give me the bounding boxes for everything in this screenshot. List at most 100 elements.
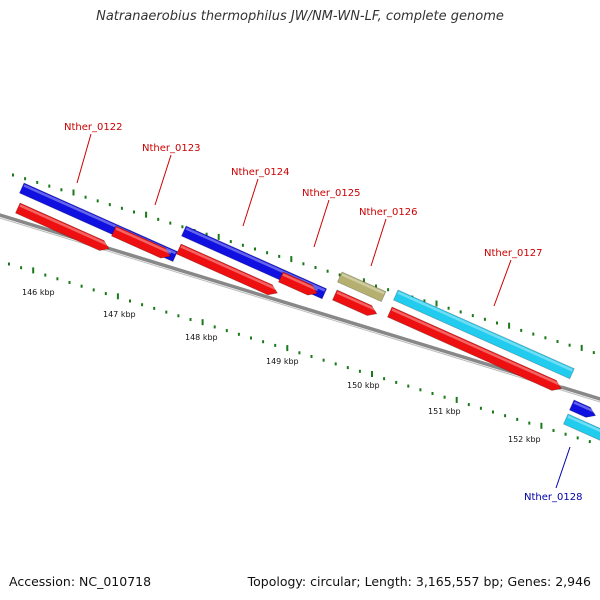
gene-nther-0128 xyxy=(562,413,600,441)
inner-tick xyxy=(419,388,422,392)
leader-line xyxy=(555,446,571,489)
outer-tick xyxy=(133,210,135,214)
inner-tick xyxy=(346,366,349,370)
outer-tick xyxy=(145,211,148,218)
gene-nther-0127 xyxy=(392,289,575,380)
gene-red-2-body xyxy=(110,225,172,259)
inner-tick xyxy=(44,273,47,277)
label-leader-lines xyxy=(76,133,571,489)
outer-tick xyxy=(447,306,450,310)
gene-features xyxy=(14,182,600,441)
outer-tick xyxy=(471,314,474,318)
gene-nther-0126-shine xyxy=(341,273,385,295)
outer-tick xyxy=(520,328,523,332)
inner-tick xyxy=(68,281,71,284)
outer-tick xyxy=(72,189,75,196)
outer-tick xyxy=(24,177,27,181)
inner-tick xyxy=(20,266,23,270)
gene-red-1-body xyxy=(14,202,110,251)
inner-tick xyxy=(104,292,107,296)
outer-tick xyxy=(48,184,51,188)
kbp-label: 147 kbp xyxy=(103,310,136,319)
inner-tick xyxy=(8,262,10,266)
kbp-label: 152 kbp xyxy=(508,435,541,444)
inner-tick-marks xyxy=(8,262,591,444)
inner-tick xyxy=(383,377,386,381)
inner-tick xyxy=(237,332,240,336)
inner-tick xyxy=(286,345,289,352)
outer-tick xyxy=(120,206,123,210)
outer-tick xyxy=(278,254,281,258)
outer-tick xyxy=(12,173,14,177)
inner-tick xyxy=(274,343,277,347)
outer-tick xyxy=(592,351,595,355)
inner-tick xyxy=(116,293,119,300)
inner-tick xyxy=(540,422,543,429)
map-title: Natranaerobius thermophilus JW/NM-WN-LF,… xyxy=(96,9,504,24)
kbp-label: 150 kbp xyxy=(347,381,380,390)
outer-tick xyxy=(36,180,39,184)
outer-tick xyxy=(338,273,341,277)
inner-tick xyxy=(298,351,301,355)
inner-tick xyxy=(141,303,144,307)
inner-tick xyxy=(528,421,531,425)
outer-tick xyxy=(508,322,511,329)
outer-tick xyxy=(241,243,244,247)
inner-tick xyxy=(564,432,567,436)
outer-tick xyxy=(169,221,172,225)
inner-tick xyxy=(467,403,470,407)
outer-tick-marks xyxy=(12,173,595,355)
outer-tick xyxy=(387,288,390,292)
outer-tick xyxy=(375,284,377,288)
outer-tick xyxy=(459,310,462,314)
outer-tick xyxy=(556,340,559,343)
outer-tick xyxy=(435,300,438,307)
gene-label: Nther_0122 xyxy=(64,122,122,133)
outer-tick xyxy=(229,240,232,244)
gene-label: Nther_0126 xyxy=(359,207,417,218)
gene-red-2 xyxy=(110,225,172,259)
gene-nther-0127-body xyxy=(392,289,575,380)
leader-line xyxy=(493,259,512,307)
outer-tick xyxy=(254,247,256,251)
inner-tick xyxy=(479,406,482,410)
outer-tick xyxy=(205,232,208,236)
outer-tick xyxy=(302,262,305,266)
inner-tick xyxy=(213,325,216,329)
inner-tick xyxy=(371,371,373,377)
gene-red-1 xyxy=(14,202,110,251)
outer-tick xyxy=(217,233,220,240)
outer-tick xyxy=(483,317,486,321)
gene-nther-0128-part xyxy=(568,399,597,418)
gene-label: Nther_0127 xyxy=(484,248,542,259)
inner-tick xyxy=(322,358,325,362)
kbp-label: 148 kbp xyxy=(185,333,218,342)
gene-label: Nther_0125 xyxy=(302,188,360,199)
inner-tick xyxy=(576,436,579,440)
kbp-label: 151 kbp xyxy=(428,407,461,416)
inner-tick xyxy=(516,417,519,421)
kbp-ruler: 146 kbp 147 kbp 148 kbp 149 kbp 150 kbp 151 k… xyxy=(22,288,541,444)
gene-nther-0128-part-body xyxy=(568,399,597,418)
gene-label: Nther_0124 xyxy=(231,167,289,178)
gene-red-6 xyxy=(386,306,563,391)
inner-tick xyxy=(310,355,313,358)
inner-tick xyxy=(552,429,555,432)
inner-tick xyxy=(201,319,204,326)
gene-red-5 xyxy=(331,289,378,316)
inner-tick xyxy=(177,314,180,318)
inner-tick xyxy=(262,340,265,344)
gene-nther-0127-shine xyxy=(397,291,573,372)
inner-tick xyxy=(80,284,83,288)
inner-tick xyxy=(334,362,337,366)
outer-tick xyxy=(326,269,329,273)
leader-line xyxy=(154,154,172,206)
inner-tick xyxy=(165,310,168,314)
gene-red-3-shine xyxy=(180,245,279,291)
inner-tick xyxy=(395,380,398,384)
leader-line xyxy=(242,178,259,227)
outer-tick xyxy=(266,251,269,255)
inner-tick xyxy=(32,267,35,274)
inner-tick xyxy=(455,396,458,403)
